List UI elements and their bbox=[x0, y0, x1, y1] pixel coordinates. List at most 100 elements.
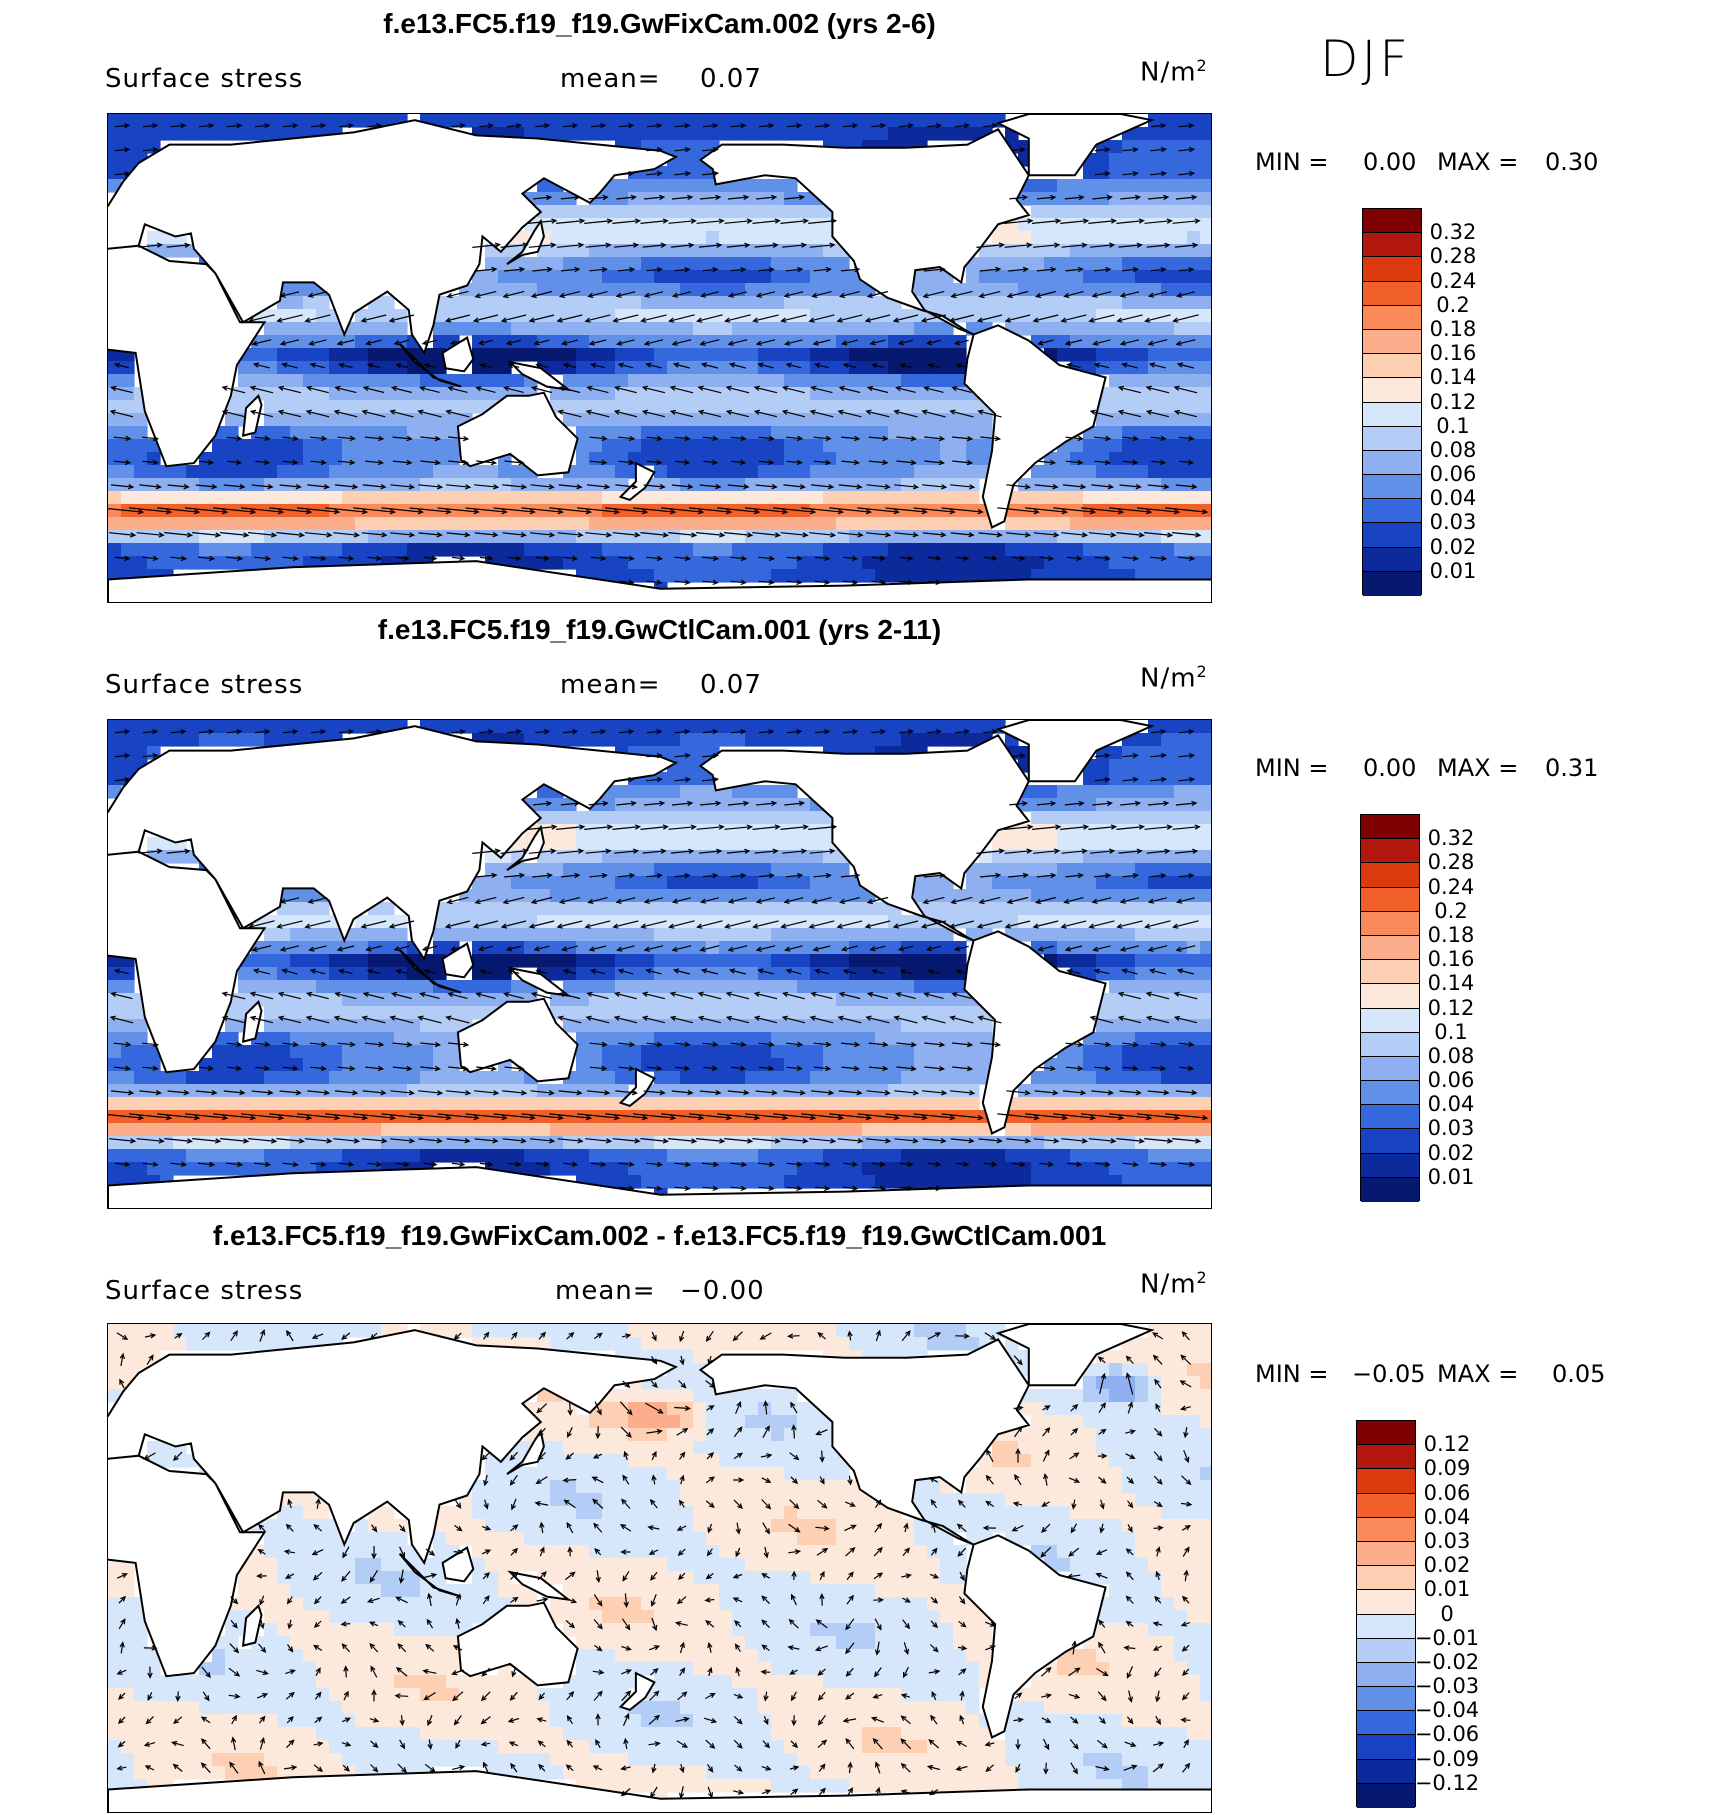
vector-arrow bbox=[758, 555, 776, 562]
vector-arrow bbox=[755, 897, 776, 904]
vector-arrow bbox=[707, 1666, 713, 1677]
vector-arrow bbox=[136, 1138, 165, 1144]
vector-arrow bbox=[644, 194, 666, 201]
vector-arrow bbox=[670, 242, 695, 249]
vector-arrow bbox=[418, 484, 444, 490]
vector-arrow bbox=[808, 218, 838, 224]
vector-arrow bbox=[454, 1524, 463, 1532]
vector-arrow bbox=[623, 1450, 629, 1461]
vector-arrow bbox=[1145, 991, 1170, 1000]
panel-2-min-value: 0.00 bbox=[1363, 754, 1417, 782]
vector-arrow bbox=[1181, 1330, 1190, 1341]
vector-arrow bbox=[899, 729, 915, 735]
vector-arrow bbox=[390, 532, 416, 538]
vector-arrow bbox=[781, 409, 806, 418]
vector-arrow bbox=[699, 339, 720, 346]
vector-arrow bbox=[397, 1763, 408, 1773]
vector-arrow bbox=[510, 1571, 519, 1580]
vector-arrow bbox=[731, 459, 747, 465]
vector-arrow bbox=[649, 1690, 660, 1701]
vector-arrow bbox=[642, 242, 667, 249]
vector-arrow bbox=[397, 1619, 406, 1628]
vector-arrow bbox=[1014, 1473, 1022, 1486]
vector-arrow bbox=[129, 1113, 173, 1121]
colorbar-swatch bbox=[1363, 257, 1421, 282]
vector-arrow bbox=[1034, 290, 1056, 299]
vector-arrow bbox=[483, 1499, 489, 1510]
vector-arrow bbox=[198, 555, 216, 562]
vector-arrow bbox=[365, 339, 382, 346]
vector-arrow bbox=[753, 991, 778, 1000]
vector-arrow bbox=[829, 1113, 873, 1121]
vector-arrow bbox=[251, 339, 272, 346]
vector-arrow bbox=[674, 170, 692, 177]
vector-arrow bbox=[479, 123, 495, 129]
vector-arrow bbox=[897, 945, 914, 952]
vector-arrow bbox=[957, 1499, 966, 1508]
vector-arrow bbox=[845, 1618, 855, 1631]
vector-arrow bbox=[868, 435, 889, 442]
vector-arrow bbox=[313, 1764, 324, 1773]
vector-arrow bbox=[896, 435, 917, 442]
colorbar-label: 0.08 bbox=[1427, 1043, 1475, 1068]
vector-arrow bbox=[590, 362, 605, 369]
vector-arrow bbox=[1181, 1692, 1190, 1701]
vector-arrow bbox=[119, 1352, 125, 1367]
vector-arrow bbox=[418, 1137, 443, 1144]
vector-arrow bbox=[397, 1643, 407, 1653]
vector-arrow bbox=[530, 1089, 555, 1096]
vector-arrow bbox=[955, 123, 971, 129]
vector-arrow bbox=[901, 1573, 912, 1579]
vector-arrow bbox=[1003, 218, 1034, 224]
vector-arrow bbox=[109, 1015, 134, 1024]
panel-2-max-value: 0.31 bbox=[1545, 754, 1599, 782]
vector-arrow bbox=[921, 1015, 946, 1024]
vector-arrow bbox=[1153, 1475, 1163, 1485]
vector-arrow bbox=[1118, 848, 1143, 855]
vector-arrow bbox=[922, 1137, 947, 1144]
colorbar-label: 0.03 bbox=[1423, 1528, 1471, 1553]
vector-arrow bbox=[927, 363, 940, 369]
vector-arrow bbox=[1183, 1569, 1189, 1582]
vector-arrow bbox=[874, 1522, 883, 1533]
vector-arrow bbox=[1155, 1570, 1161, 1581]
vector-arrow bbox=[705, 1380, 716, 1389]
colorbar-swatch bbox=[1357, 1541, 1415, 1567]
vector-arrow bbox=[978, 290, 1001, 299]
vector-arrow bbox=[727, 800, 750, 807]
vector-arrow bbox=[1037, 945, 1054, 952]
vector-arrow bbox=[504, 1065, 525, 1072]
vector-arrow bbox=[1033, 1138, 1060, 1144]
vector-arrow bbox=[829, 507, 873, 515]
vector-arrow bbox=[309, 435, 328, 442]
vector-arrow bbox=[899, 555, 914, 561]
vector-arrow bbox=[1152, 1763, 1164, 1773]
vector-arrow bbox=[281, 362, 298, 369]
vector-arrow bbox=[200, 1738, 211, 1750]
vector-arrow bbox=[1009, 194, 1029, 201]
vector-arrow bbox=[1125, 1595, 1134, 1604]
vector-arrow bbox=[1175, 291, 1195, 298]
vector-arrow bbox=[226, 729, 243, 735]
vector-arrow bbox=[248, 1138, 278, 1144]
vector-arrow bbox=[761, 1573, 771, 1579]
vector-arrow bbox=[782, 242, 808, 248]
vector-arrow bbox=[809, 409, 834, 418]
vector-arrow bbox=[279, 945, 300, 952]
vector-arrow bbox=[1127, 1401, 1133, 1414]
vector-arrow bbox=[1094, 777, 1111, 783]
vector-arrow bbox=[367, 729, 383, 735]
vector-arrow bbox=[813, 435, 832, 442]
vector-arrow bbox=[142, 147, 159, 153]
vector-arrow bbox=[507, 123, 523, 129]
vector-arrow bbox=[1006, 483, 1031, 490]
vector-arrow bbox=[213, 1113, 257, 1121]
vector-arrow bbox=[142, 1161, 159, 1168]
vector-arrow bbox=[395, 969, 408, 975]
vector-arrow bbox=[699, 897, 719, 904]
vector-arrow bbox=[1033, 242, 1061, 248]
vector-arrow bbox=[841, 459, 860, 466]
vector-arrow bbox=[790, 1401, 798, 1414]
vector-arrow bbox=[365, 1065, 385, 1072]
vector-arrow bbox=[875, 1499, 882, 1508]
